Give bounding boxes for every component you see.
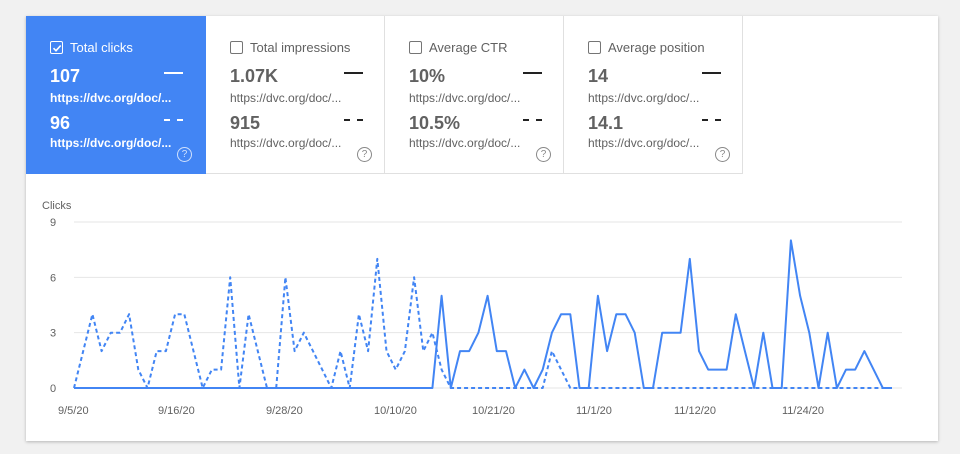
y-tick-label: 6 xyxy=(50,272,56,284)
dashed-line-legend xyxy=(344,119,363,121)
metric-checkbox[interactable] xyxy=(588,41,601,54)
metric-url-primary: https://dvc.org/doc/... xyxy=(50,91,172,105)
metric-label: Total impressions xyxy=(250,40,351,55)
y-tick-label: 3 xyxy=(50,328,56,340)
x-tick-label: 9/16/20 xyxy=(158,405,195,417)
dashed-line-legend xyxy=(523,119,542,121)
x-tick-label: 11/24/20 xyxy=(782,405,824,417)
metric-header: Total impressions xyxy=(230,40,350,55)
metric-value-compare: 96 xyxy=(50,113,71,133)
metric-url-compare: https://dvc.org/doc/... xyxy=(50,136,172,150)
x-tick-label: 10/21/20 xyxy=(472,405,515,417)
performance-card: Total clicks 107 https://dvc.org/doc/... 96… xyxy=(26,16,938,441)
help-icon[interactable]: ? xyxy=(536,147,551,162)
metric-label: Average CTR xyxy=(429,40,508,55)
clicks-chart: Clicks 0 3 6 9 9/5/20 9/16/20 9/28/20 10/10/20 10… xyxy=(42,200,902,417)
x-tick-label: 11/1/20 xyxy=(576,405,612,417)
help-icon[interactable]: ? xyxy=(177,147,192,162)
metric-url-compare: https://dvc.org/doc/... xyxy=(409,136,521,150)
metric-value-compare: 10.5% xyxy=(409,113,461,133)
metric-url-compare: https://dvc.org/doc/... xyxy=(588,136,700,150)
solid-line-legend xyxy=(164,72,183,74)
y-tick-label: 0 xyxy=(50,383,56,395)
metric-url-primary: https://dvc.org/doc/... xyxy=(588,91,700,105)
metric-checkbox[interactable] xyxy=(409,41,422,54)
tile-total-impressions[interactable]: Total impressions 1.07K https://dvc.org/do… xyxy=(206,16,385,174)
tile-average-position[interactable]: Average position 14 https://dvc.org/doc/..… xyxy=(564,16,743,174)
metric-value-compare: 14.1 xyxy=(588,113,624,133)
check-icon xyxy=(52,44,61,52)
metric-value-primary: 14 xyxy=(588,66,609,86)
metric-header: Average CTR xyxy=(409,40,508,55)
x-tick-label: 9/5/20 xyxy=(58,405,89,417)
metric-url-primary: https://dvc.org/doc/... xyxy=(409,91,521,105)
metric-value-primary: 1.07K xyxy=(230,66,279,86)
metric-label: Average position xyxy=(608,40,705,55)
tile-average-ctr[interactable]: Average CTR 10% https://dvc.org/doc/... 10.… xyxy=(385,16,564,174)
y-axis-label: Clicks xyxy=(42,200,72,212)
dashed-line-legend xyxy=(702,119,721,121)
y-tick-label: 9 xyxy=(50,217,56,229)
solid-line-legend xyxy=(523,72,542,74)
x-tick-label: 11/12/20 xyxy=(674,405,716,417)
solid-line-legend xyxy=(344,72,363,74)
metric-label: Total clicks xyxy=(70,40,133,55)
metric-header: Average position xyxy=(588,40,705,55)
metric-tiles: Total clicks 107 https://dvc.org/doc/... 96… xyxy=(26,16,743,175)
x-tick-label: 10/10/20 xyxy=(374,405,417,417)
dashed-line-legend xyxy=(164,119,183,121)
metric-checkbox[interactable] xyxy=(50,41,63,54)
metric-value-primary: 107 xyxy=(50,66,81,86)
metric-value-primary: 10% xyxy=(409,66,446,86)
x-tick-label: 9/28/20 xyxy=(266,405,303,417)
metric-url-primary: https://dvc.org/doc/... xyxy=(230,91,342,105)
help-icon[interactable]: ? xyxy=(357,147,372,162)
solid-line-legend xyxy=(702,72,721,74)
metric-value-compare: 915 xyxy=(230,113,261,133)
metric-checkbox[interactable] xyxy=(230,41,243,54)
help-icon[interactable]: ? xyxy=(715,147,730,162)
series-line-primary xyxy=(74,239,892,389)
metric-url-compare: https://dvc.org/doc/... xyxy=(230,136,342,150)
series-line-compare xyxy=(73,257,892,389)
metric-header: Total clicks xyxy=(50,40,133,55)
tile-total-clicks[interactable]: Total clicks 107 https://dvc.org/doc/... 96… xyxy=(26,16,206,174)
